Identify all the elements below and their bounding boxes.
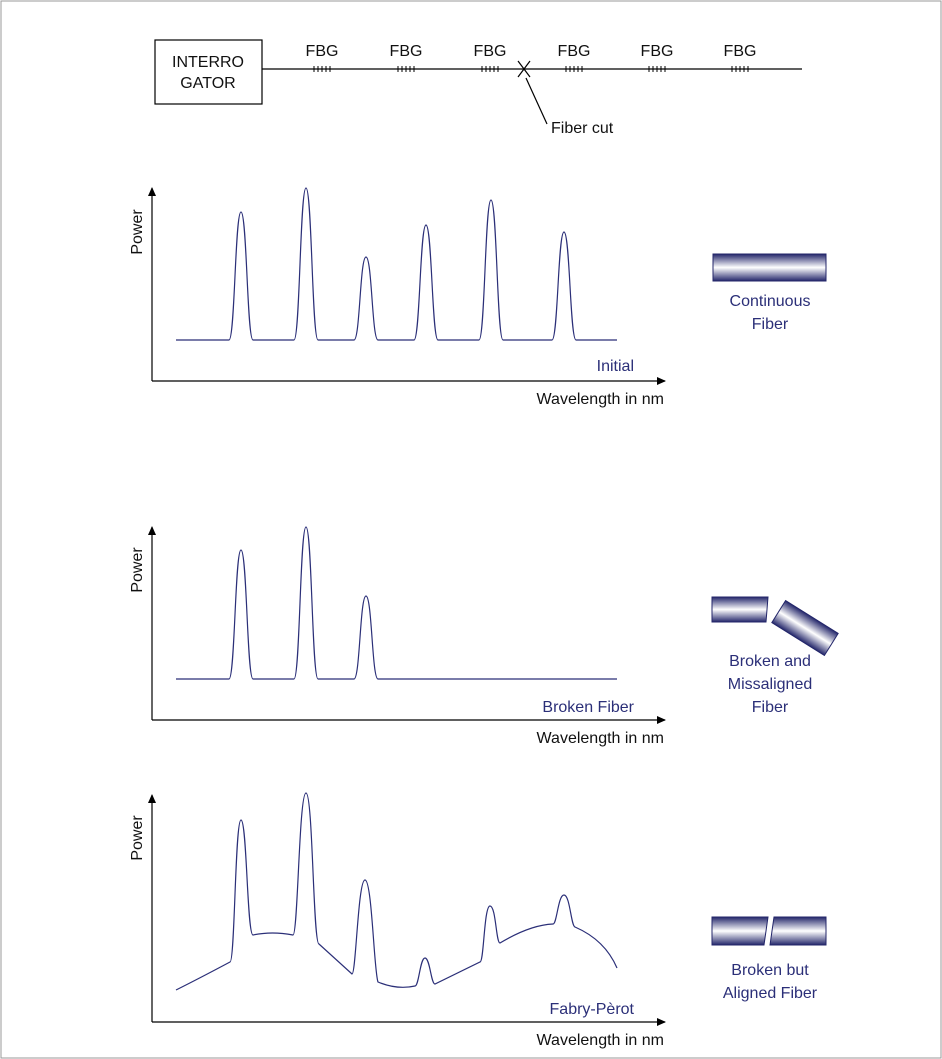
interrogator-label: INTERRO [172,54,244,71]
fbg-label: FBG [306,43,339,60]
grating [481,66,499,72]
fiber-cut-label: Fiber cut [551,120,614,137]
cut-pointer [525,77,548,125]
curve-label: Initial [597,358,634,375]
x-label: Wavelength in nm [537,391,664,408]
curve-label: Broken Fiber [542,699,634,716]
spectrum [176,526,617,680]
grating [313,66,331,72]
cut-mark [517,60,531,78]
x-label: Wavelength in nm [537,1032,664,1049]
panel: Power Wavelength in nm Broken Fiber Brok… [129,526,839,747]
curve-label: Fabry-Pèrot [550,1001,635,1018]
interrogator-label: GATOR [180,75,235,92]
fiber-label: Broken but [731,962,809,979]
fiber-icon [712,253,827,282]
spectrum [176,187,617,341]
grating [397,66,415,72]
fbg-label: FBG [558,43,591,60]
grating [731,66,749,72]
fiber-label: Fiber [752,316,789,333]
fbg-label: FBG [390,43,423,60]
fbg-group: FBG FBG FBG FBG FBG FBG [306,43,757,72]
x-label: Wavelength in nm [537,730,664,747]
fiber-label: Continuous [730,293,811,310]
fiber-label: Fiber [752,699,789,716]
fiber-label: Aligned Fiber [723,985,818,1002]
y-label: Power [129,547,146,593]
fbg-label: FBG [641,43,674,60]
grating [565,66,583,72]
panel: Power Wavelength in nm Fabry-Pèrot Broke… [129,792,827,1049]
fiber-icon [769,916,827,946]
interrogator-box [154,39,263,105]
fiber-label: Broken and [729,653,811,670]
fiber-icon [711,596,769,623]
fiber-icon [711,916,769,946]
y-label: Power [129,815,146,861]
panel: Power Wavelength in nm Initial Continuou… [129,187,827,408]
grating [648,66,666,72]
fiber-icon [771,599,839,657]
spectrum [175,792,618,991]
fbg-label: FBG [724,43,757,60]
fbg-label: FBG [474,43,507,60]
y-label: Power [129,209,146,255]
fiber-label: Missaligned [728,676,812,693]
